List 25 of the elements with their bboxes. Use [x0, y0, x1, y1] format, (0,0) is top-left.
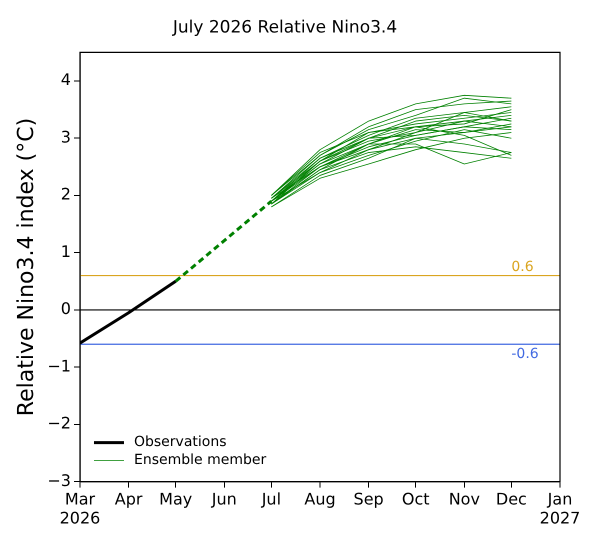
y-tick-label: 4 [60, 70, 71, 90]
x-tick-label: Apr [114, 489, 143, 508]
x-tick-label: Jan 2027 [540, 489, 580, 528]
y-axis-title: Relative Nino3.4 index (°C) [14, 118, 39, 416]
x-tick-label: Sep [354, 489, 384, 508]
y-tick-label: 0 [60, 299, 71, 318]
y-tick-label: 1 [60, 242, 71, 261]
y-tick-label: −3 [47, 470, 71, 490]
y-tick-label: −1 [47, 356, 71, 376]
x-tick-label: May [159, 489, 192, 508]
x-tick-label: Dec [496, 489, 527, 508]
ref-line-label: 0.6 [511, 259, 534, 276]
y-tick-label: 2 [60, 184, 71, 204]
y-tick-label: 3 [60, 127, 71, 146]
chart-title: July 2026 Relative Nino3.4 [172, 18, 398, 38]
x-tick-label: Oct [402, 489, 430, 508]
legend-label: Observations [134, 434, 227, 450]
legend-label: Ensemble member [134, 452, 266, 468]
ref-line-label: -0.6 [511, 346, 539, 362]
y-tick-label: −2 [47, 414, 71, 433]
x-tick-label: Jun [210, 489, 237, 508]
x-tick-label: Mar 2026 [60, 489, 100, 528]
x-tick-label: Jul [260, 489, 282, 508]
x-tick-label: Nov [448, 489, 480, 508]
x-tick-label: Aug [304, 489, 336, 508]
